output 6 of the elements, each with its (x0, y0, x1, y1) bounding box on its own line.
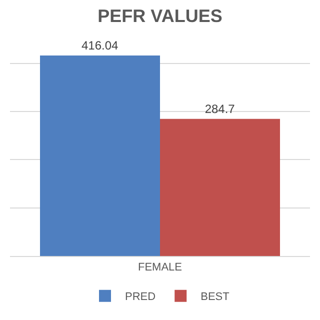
legend-label: PRED (125, 291, 156, 304)
data-label: 416.04 (81, 38, 119, 53)
legend-label: BEST (200, 291, 230, 304)
chart-title: PEFR VALUES (98, 6, 222, 26)
x-axis-title: FEMALE (138, 261, 182, 274)
data-label: 284.7 (204, 102, 236, 116)
